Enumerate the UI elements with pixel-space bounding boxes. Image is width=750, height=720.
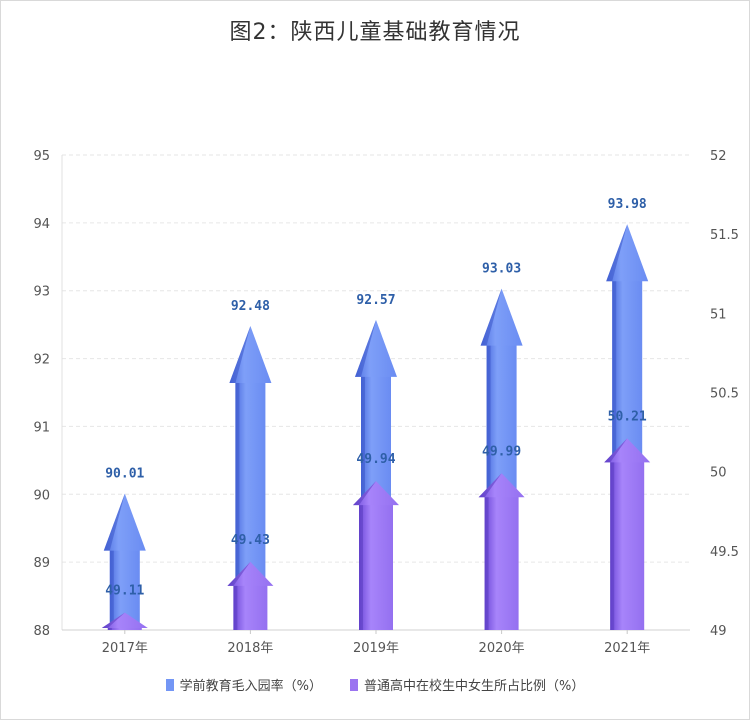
y-right-tick-label: 51.5 — [710, 228, 739, 243]
bar-left-0-shaft-edge — [109, 548, 114, 630]
data-label-right: 49.11 — [105, 584, 144, 599]
bar-left-3-head — [480, 288, 523, 346]
bar-left-3-head-edge — [480, 288, 502, 346]
legend-item-series-2[interactable]: 普通高中在校生中女生所占比例（%） — [350, 675, 584, 694]
y-right-tick-label: 49.5 — [710, 545, 739, 560]
data-label-right: 49.43 — [231, 533, 270, 548]
y-right-tick-label: 50.5 — [710, 387, 739, 402]
legend-label-series-1: 学前教育毛入园率（%） — [179, 679, 322, 694]
bar-right-3-head — [478, 473, 525, 498]
legend-label-series-2: 普通高中在校生中女生所占比例（%） — [364, 679, 585, 694]
y-left-tick-label: 90 — [33, 488, 50, 503]
data-label-left: 93.98 — [608, 197, 647, 212]
bar-left-0-head-edge — [103, 493, 125, 551]
y-left-tick-label: 93 — [33, 285, 50, 300]
bar-right-0 — [101, 612, 148, 630]
bar-right-1-head-edge — [227, 561, 251, 586]
bar-left-2-head-edge — [355, 319, 376, 377]
bar-right-2-shaft-edge — [359, 503, 363, 630]
data-label-right: 49.94 — [356, 452, 395, 467]
bar-left-4-head-edge — [606, 224, 628, 282]
bar-right-1-shaft-edge — [233, 583, 238, 630]
y-right-tick-label: 51 — [710, 307, 727, 322]
y-right-tick-label: 49 — [710, 624, 727, 639]
data-label-right: 50.21 — [608, 409, 647, 424]
y-left-tick-label: 95 — [33, 149, 50, 164]
legend-swatch-purple — [350, 678, 358, 691]
bar-right-1-head — [227, 561, 274, 586]
data-label-left: 93.03 — [482, 262, 521, 277]
y-left-tick-label: 88 — [33, 624, 50, 639]
bar-right-2 — [353, 481, 399, 630]
y-right-tick-label: 50 — [710, 466, 727, 481]
x-tick-label: 2018年 — [227, 641, 273, 656]
bar-right-0-head-edge — [101, 612, 125, 628]
y-left-tick-label: 94 — [33, 217, 50, 232]
legend-swatch-blue — [165, 678, 174, 691]
bar-left-1-head — [229, 326, 272, 383]
bar-left-1-head-edge — [229, 326, 251, 383]
bar-right-4-shaft — [610, 460, 645, 630]
bar-right-4-head — [604, 438, 651, 463]
data-label-left: 90.01 — [105, 467, 144, 482]
bar-right-2-head — [353, 481, 399, 506]
bar-right-3-shaft-edge — [484, 495, 489, 630]
bar-right-4-head-edge — [604, 438, 628, 463]
legend: 学前教育毛入园率（%） 普通高中在校生中女生所占比例（%） — [0, 675, 750, 694]
y-left-tick-label: 91 — [33, 420, 50, 435]
bar-right-1-shaft — [233, 583, 268, 630]
y-right-tick-label: 52 — [710, 149, 727, 164]
x-tick-label: 2019年 — [353, 641, 399, 656]
x-tick-label: 2021年 — [604, 641, 650, 656]
x-tick-label: 2020年 — [479, 641, 525, 656]
bar-left-0 — [103, 493, 146, 630]
y-left-tick-label: 89 — [33, 556, 50, 571]
bar-right-3-shaft — [484, 495, 519, 630]
bar-right-3-head-edge — [478, 473, 502, 498]
y-left-tick-label: 92 — [33, 353, 50, 368]
chart-title: 图2：陕西儿童基础教育情况 — [229, 20, 521, 45]
bar-right-4-shaft-edge — [610, 460, 615, 630]
bar-left-4-head — [606, 224, 649, 282]
bar-right-4 — [604, 438, 651, 630]
bar-right-0-head — [101, 612, 148, 628]
bar-left-2-head — [355, 319, 397, 377]
bar-right-1 — [227, 561, 274, 630]
legend-item-series-1[interactable]: 学前教育毛入园率（%） — [165, 675, 322, 694]
bar-right-3 — [478, 473, 525, 630]
bar-left-1-shaft-edge — [235, 381, 240, 630]
bar-right-2-head-edge — [353, 481, 376, 506]
data-label-left: 92.48 — [231, 299, 270, 314]
data-label-right: 49.99 — [482, 444, 521, 459]
x-tick-label: 2017年 — [102, 641, 148, 656]
data-label-left: 92.57 — [356, 293, 395, 308]
bar-right-2-shaft — [359, 503, 393, 630]
bar-left-0-head — [103, 493, 146, 551]
